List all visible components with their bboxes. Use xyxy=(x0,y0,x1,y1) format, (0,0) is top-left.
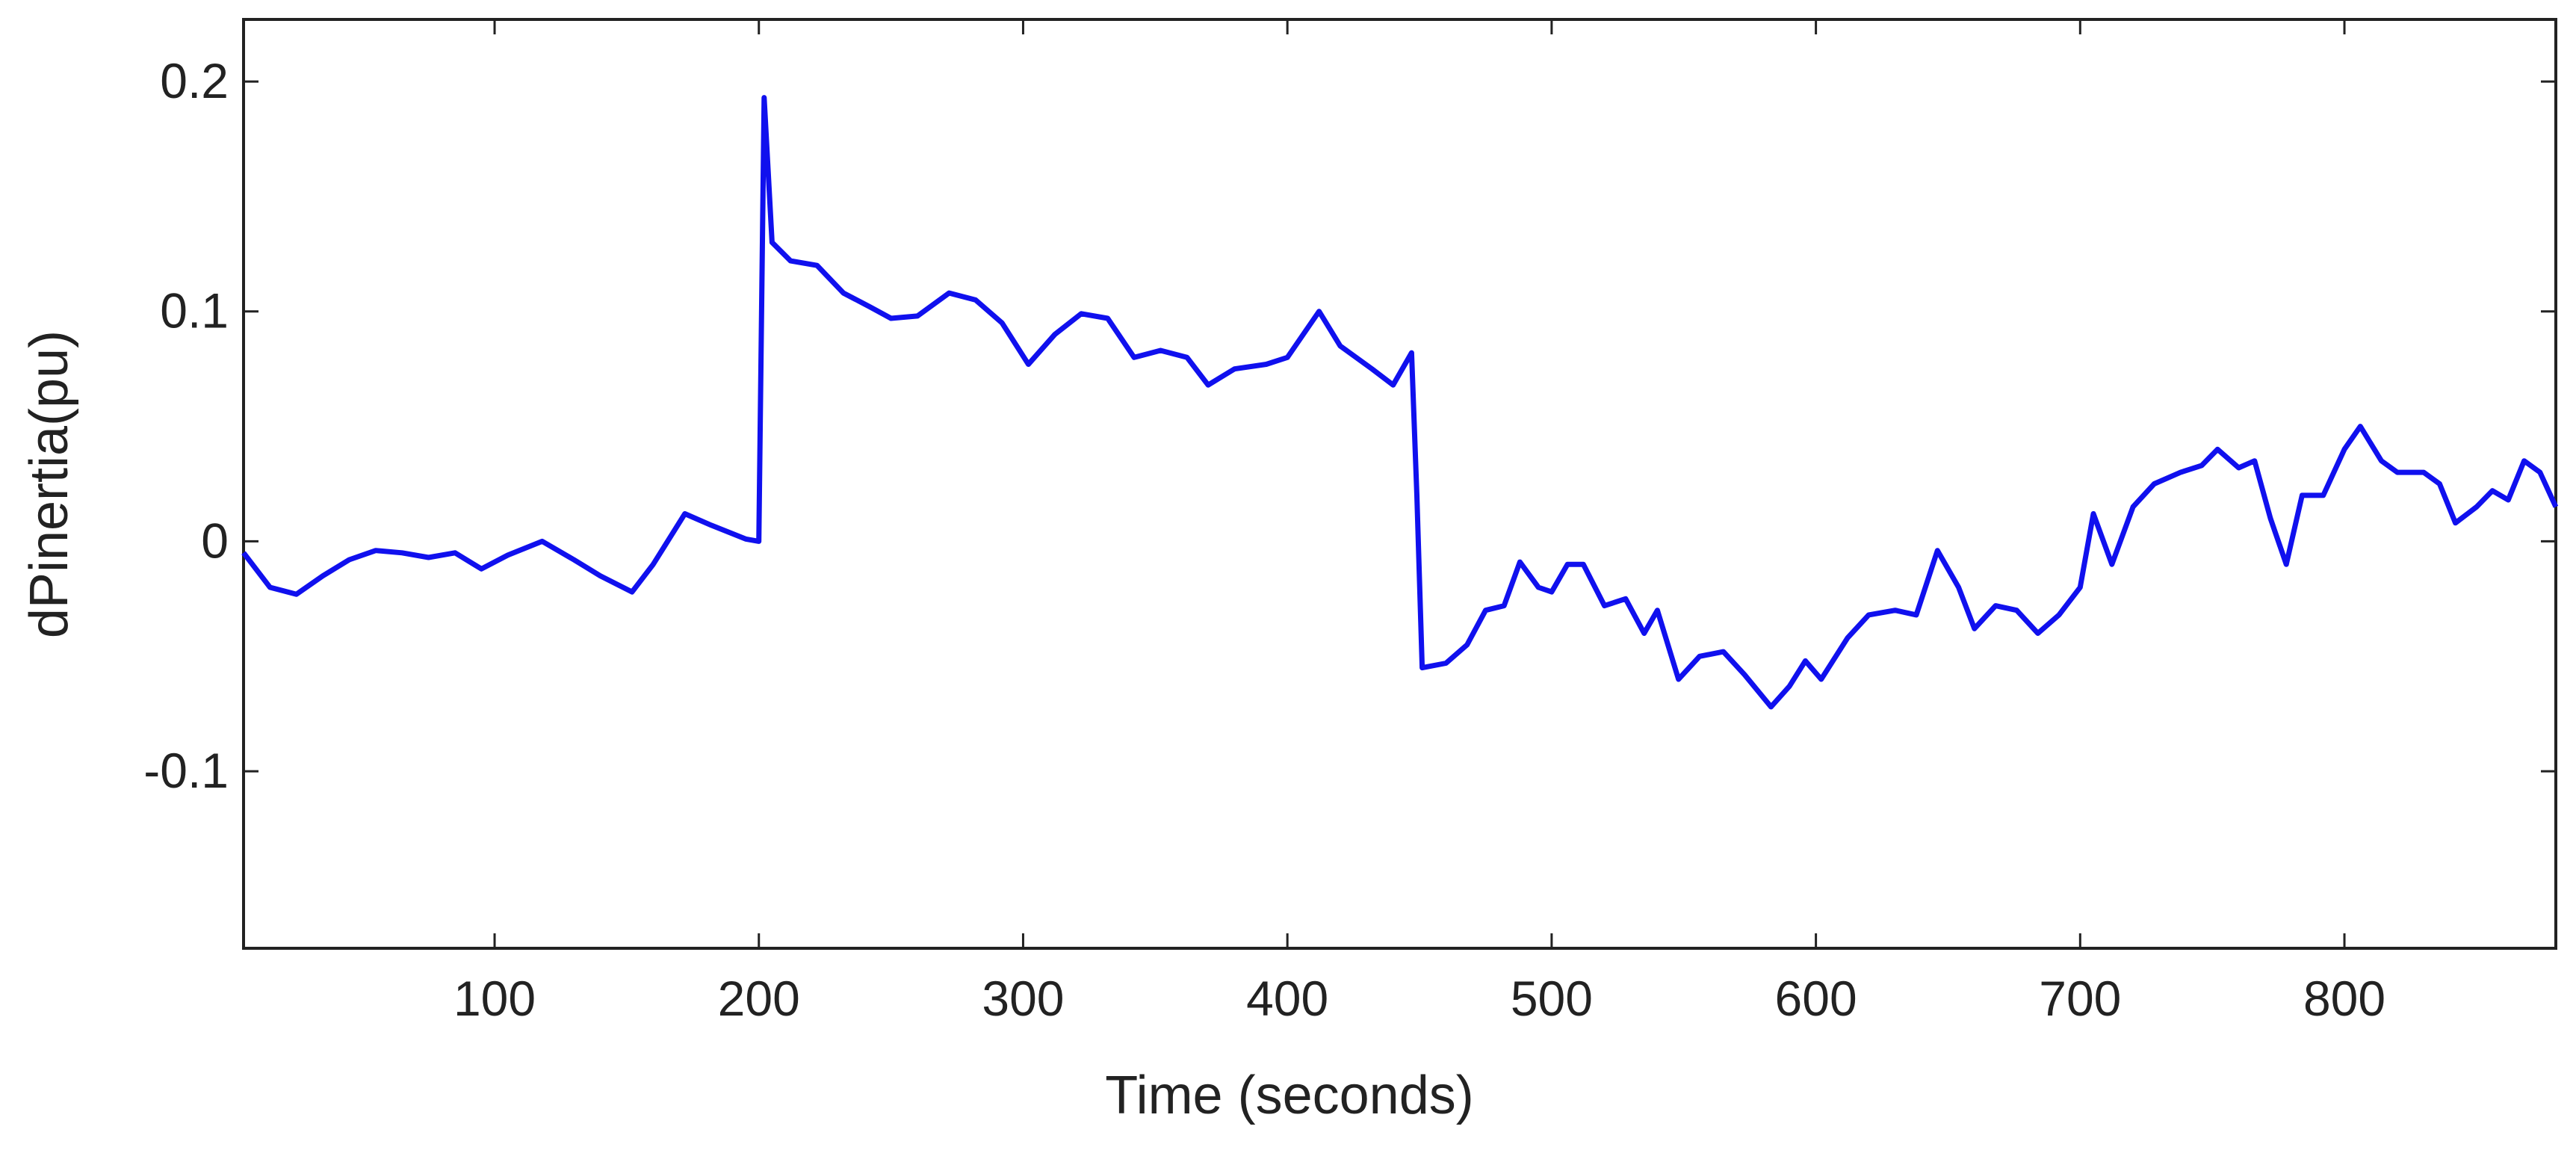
x-tick-label: 600 xyxy=(1775,971,1857,1026)
x-tick-label: 500 xyxy=(1511,971,1593,1026)
x-tick-label: 400 xyxy=(1246,971,1328,1026)
data-line xyxy=(241,95,2559,710)
x-tick-label: 300 xyxy=(982,971,1064,1026)
x-axis-label: Time (seconds) xyxy=(1105,1066,1473,1125)
y-tick-label: 0.2 xyxy=(160,53,229,108)
y-axis-label: dPinertia(pu) xyxy=(19,330,79,638)
y-tick-label: 0 xyxy=(201,513,229,568)
x-tick-label: 100 xyxy=(453,971,536,1026)
y-tick-label: -0.1 xyxy=(143,743,229,798)
x-tick-label: 800 xyxy=(2303,971,2385,1026)
plot-frame xyxy=(242,18,2557,950)
x-tick-label: 200 xyxy=(718,971,800,1026)
x-tick-label: 700 xyxy=(2039,971,2121,1026)
y-tick-label: 0.1 xyxy=(160,283,229,339)
